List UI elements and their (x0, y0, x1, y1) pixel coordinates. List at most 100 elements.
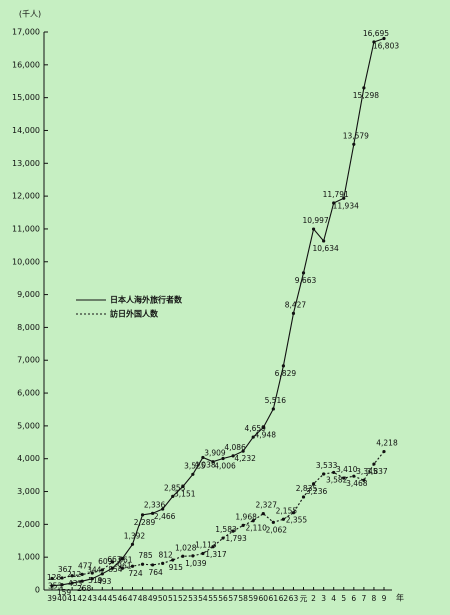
y-tick-label: 11,000 (12, 224, 40, 233)
x-tick-label: 45 (108, 594, 118, 603)
point (322, 239, 326, 243)
point (181, 554, 185, 558)
data-label: 3,468 (346, 479, 368, 488)
x-tick-label: 2 (311, 594, 316, 603)
data-label: 10,997 (302, 216, 328, 225)
point (171, 558, 175, 562)
point (60, 576, 64, 580)
data-label: 1,583 (215, 525, 237, 534)
point (171, 494, 175, 498)
data-label: 477 (78, 561, 93, 570)
point (251, 519, 255, 523)
point (140, 513, 145, 517)
data-label: 609 (98, 557, 113, 566)
point (352, 474, 356, 478)
data-label: 3,410 (336, 465, 358, 474)
x-tick-label: 58 (238, 594, 248, 603)
data-label: 1,968 (235, 512, 257, 521)
y-tick-label: 13,000 (12, 159, 40, 168)
data-label: 10,634 (313, 244, 339, 253)
y-tick-label: 9,000 (17, 290, 40, 299)
point (90, 577, 94, 581)
point (251, 435, 255, 439)
point (191, 472, 195, 476)
x-axis-label: 年 (396, 593, 404, 603)
data-label: 1,793 (225, 534, 247, 543)
data-label: 128 (47, 573, 62, 582)
x-tick-label: 60 (258, 594, 268, 603)
x-tick-label: 52 (178, 594, 188, 603)
point (362, 86, 366, 90)
data-label: 2,336 (144, 500, 166, 509)
point (211, 460, 215, 464)
y-tick-label: 0 (35, 586, 40, 595)
point (130, 542, 135, 546)
x-tick-label: 3 (321, 594, 326, 603)
data-label: 3,345 (356, 467, 378, 476)
series-line (51, 37, 385, 587)
x-tick-label: 51 (168, 594, 178, 603)
point (342, 476, 346, 480)
data-label: 3,837 (366, 467, 388, 476)
data-label: 159 (57, 588, 72, 597)
x-tick-label: 50 (158, 594, 168, 603)
x-tick-label: 61 (269, 594, 279, 603)
data-label: 16,803 (373, 41, 399, 50)
data-label: 2,327 (256, 501, 278, 510)
point (151, 511, 155, 515)
point (281, 517, 285, 521)
point (50, 576, 54, 581)
data-label: 3,582 (326, 475, 348, 484)
point (352, 142, 356, 146)
x-tick-label: 元 (300, 594, 308, 603)
data-label: 2,466 (154, 512, 176, 521)
y-tick-label: 12,000 (12, 192, 40, 201)
data-label: 3,525 (184, 461, 206, 470)
data-label: 663 (107, 555, 122, 564)
data-label: 1,039 (185, 559, 207, 568)
y-tick-label: 16,000 (12, 60, 40, 69)
point (241, 449, 245, 453)
point (311, 227, 316, 231)
point (382, 36, 386, 41)
y-tick-label: 7,000 (17, 356, 40, 365)
y-tick-label: 15,000 (12, 93, 40, 102)
point (241, 523, 245, 528)
y-tick-label: 10,000 (12, 257, 40, 266)
x-tick-label: 55 (208, 594, 218, 603)
data-label: 4,038 (194, 460, 216, 469)
point (372, 40, 376, 44)
x-tick-label: 5 (341, 594, 346, 603)
x-tick-label: 46 (118, 594, 128, 603)
point (311, 482, 316, 486)
data-label: 4,659 (244, 424, 266, 433)
x-tick-label: 42 (77, 594, 87, 603)
data-label: 11,934 (333, 201, 359, 210)
point (382, 449, 386, 454)
x-tick-label: 54 (198, 594, 208, 603)
data-label: 1,028 (175, 543, 197, 552)
point (291, 511, 296, 515)
point (221, 456, 225, 461)
point (120, 556, 125, 561)
data-label: 3,909 (204, 449, 226, 458)
data-label: 13,579 (343, 131, 369, 140)
data-label: 4,232 (234, 454, 256, 463)
point (90, 571, 94, 575)
x-tick-label: 43 (87, 594, 97, 603)
data-label: 854 (108, 565, 123, 574)
point (80, 579, 84, 583)
x-tick-label: 62 (279, 594, 289, 603)
x-tick-label: 7 (361, 594, 366, 603)
point (231, 454, 235, 458)
point (130, 564, 135, 568)
data-label: 2,155 (276, 506, 298, 515)
point (110, 566, 114, 570)
point (372, 462, 376, 466)
x-tick-label: 40 (57, 594, 67, 603)
point (332, 470, 336, 475)
x-tick-label: 47 (128, 594, 138, 603)
y-tick-label: 8,000 (17, 323, 40, 332)
point (301, 495, 306, 499)
point (151, 563, 155, 567)
